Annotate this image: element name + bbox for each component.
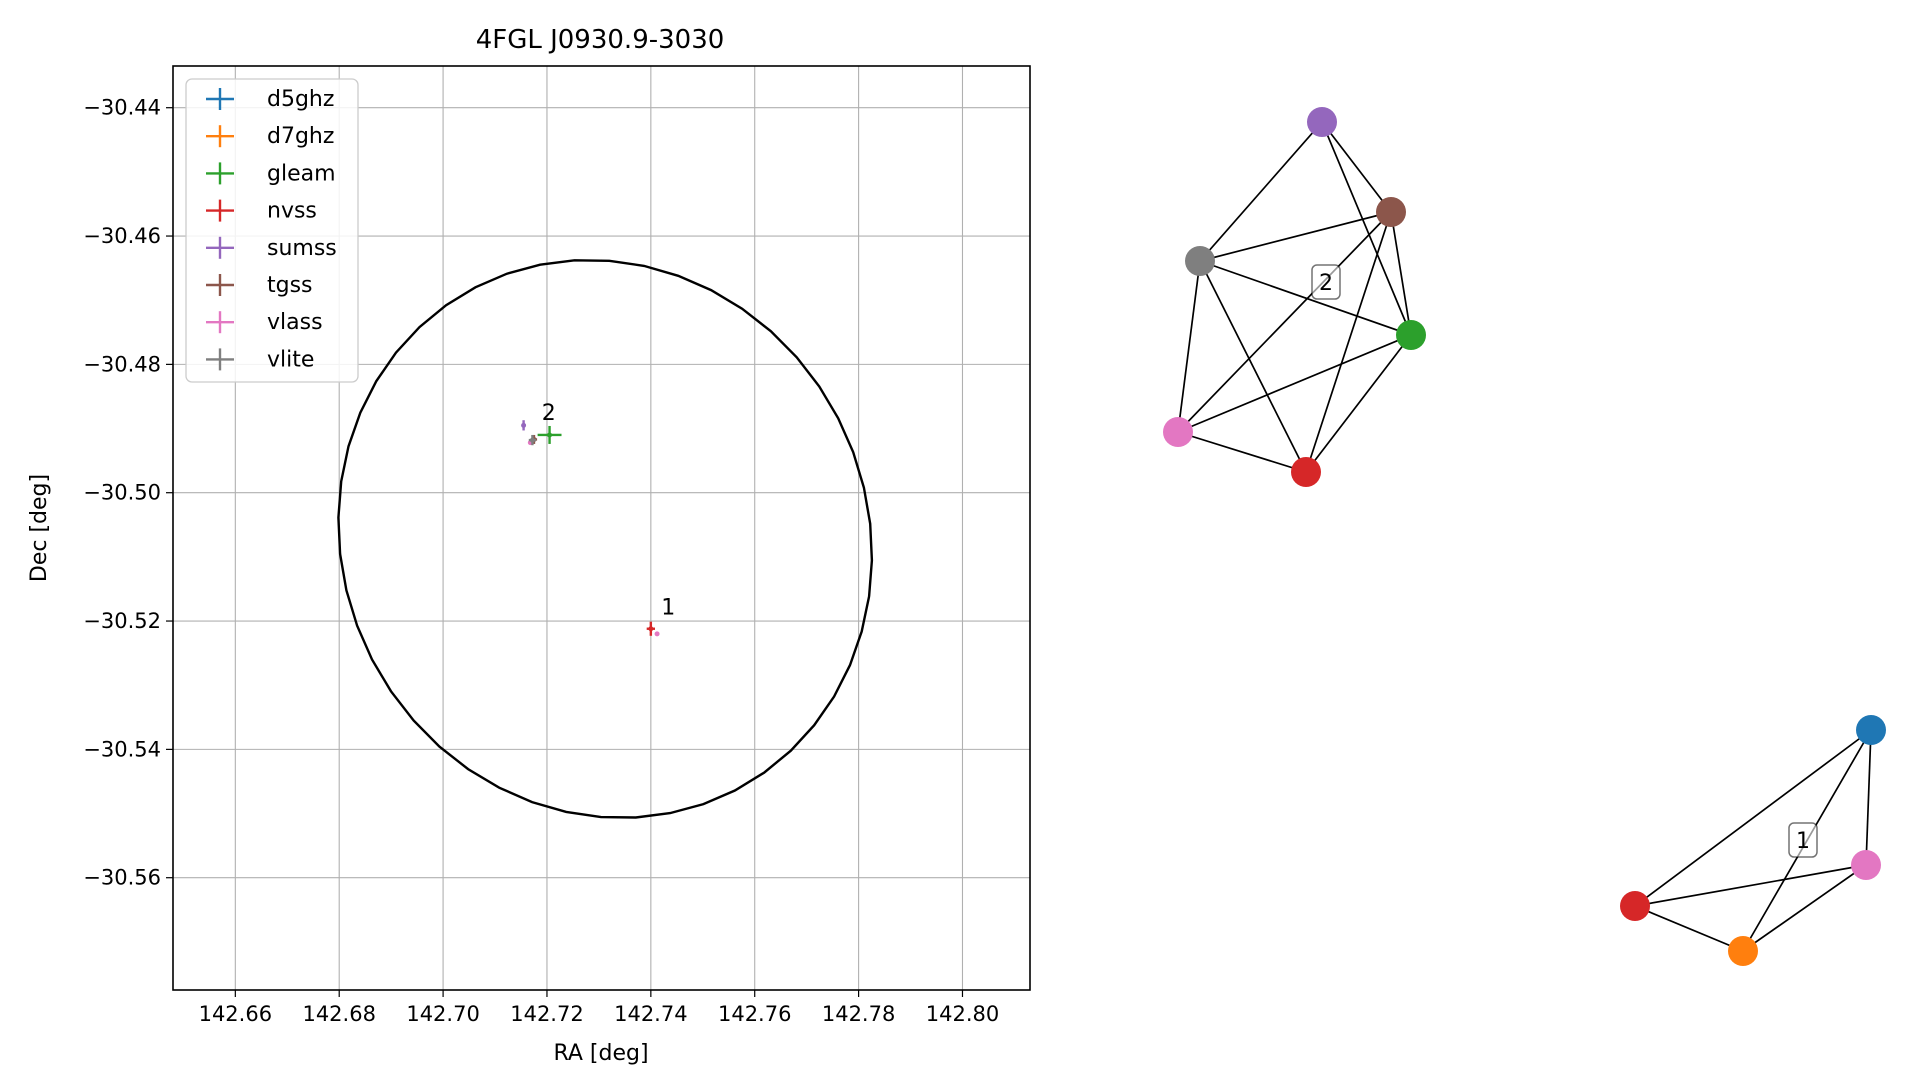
y-tick-label: −30.52 bbox=[83, 609, 161, 633]
cluster-label: 1 bbox=[1788, 822, 1818, 858]
point-annotation: 2 bbox=[542, 401, 556, 426]
legend-label: tgss bbox=[267, 273, 313, 298]
network-panel: 21 bbox=[1163, 107, 1886, 966]
cluster-label-text: 2 bbox=[1319, 271, 1333, 296]
network-nodes bbox=[1163, 107, 1886, 966]
ellipse-layer bbox=[337, 259, 874, 819]
network-edge bbox=[1199, 121, 1323, 262]
network-edge bbox=[1199, 260, 1412, 336]
x-tick-label: 142.80 bbox=[926, 1002, 999, 1026]
network-node-sumss bbox=[1307, 107, 1337, 137]
network-edge bbox=[1742, 864, 1867, 952]
network-edge bbox=[1177, 431, 1307, 473]
cluster-label-box bbox=[1788, 822, 1818, 858]
tick-layer: 142.66 142.68 142.70 142.72 142.74 142.76 142.… bbox=[83, 96, 999, 1026]
data-point-nvss bbox=[646, 621, 655, 636]
network-edge bbox=[1634, 864, 1867, 907]
x-tick-label: 142.66 bbox=[199, 1002, 272, 1026]
data-point-vlass bbox=[654, 631, 660, 637]
y-tick-label: −30.50 bbox=[83, 481, 161, 505]
localization-ellipse bbox=[337, 259, 874, 819]
legend-label: vlite bbox=[267, 347, 314, 372]
x-tick-label: 142.70 bbox=[406, 1002, 479, 1026]
network-edge bbox=[1321, 121, 1392, 213]
chart-title: 4FGL J0930.9-3030 bbox=[476, 25, 725, 55]
network-edge bbox=[1865, 729, 1872, 866]
y-tick-label: −30.48 bbox=[83, 352, 161, 376]
legend-item-d7ghz: d7ghz bbox=[206, 124, 334, 149]
y-tick-label: −30.54 bbox=[83, 737, 161, 761]
cluster-label: 2 bbox=[1311, 264, 1341, 300]
point-annotation: 1 bbox=[661, 596, 675, 621]
legend-label: d7ghz bbox=[267, 124, 334, 149]
y-axis-label: Dec [deg] bbox=[27, 474, 52, 582]
scatter-panel: 4FGL J0930.9-3030 21 142.66 142.68 142.70 1… bbox=[27, 25, 1031, 1066]
network-node-vlass bbox=[1163, 417, 1193, 447]
legend-label: sumss bbox=[267, 236, 337, 261]
plot-frame bbox=[172, 65, 1031, 991]
point-marker bbox=[529, 437, 535, 443]
network-node-nvss bbox=[1291, 457, 1321, 487]
legend-item-nvss: nvss bbox=[206, 199, 317, 224]
network-edge bbox=[1634, 729, 1872, 907]
data-point-sumss bbox=[521, 420, 527, 431]
network-node-d5ghz bbox=[1856, 715, 1886, 745]
network-edge bbox=[1199, 260, 1307, 473]
cluster-label-box bbox=[1311, 264, 1341, 300]
grid-layer bbox=[173, 66, 1030, 990]
network-edge bbox=[1177, 211, 1392, 433]
data-point-gleam bbox=[537, 425, 562, 444]
point-marker bbox=[648, 626, 654, 632]
network-labels: 21 bbox=[1311, 264, 1818, 858]
point-marker bbox=[547, 432, 553, 438]
network-edge bbox=[1199, 211, 1392, 262]
legend-label: vlass bbox=[267, 310, 323, 335]
network-node-vlite bbox=[1185, 246, 1215, 276]
network-node-d7ghz bbox=[1728, 936, 1758, 966]
legend-item-d5ghz: d5ghz bbox=[206, 87, 334, 112]
network-edge bbox=[1634, 905, 1744, 952]
y-tick-label: −30.56 bbox=[83, 866, 161, 890]
x-axis-label: RA [deg] bbox=[553, 1041, 648, 1066]
network-edge bbox=[1305, 211, 1392, 473]
legend-item-sumss: sumss bbox=[206, 236, 337, 261]
points-layer: 21 bbox=[521, 401, 675, 637]
x-tick-label: 142.78 bbox=[822, 1002, 895, 1026]
network-edge bbox=[1177, 260, 1201, 433]
cluster-label-text: 1 bbox=[1796, 829, 1810, 854]
network-edge bbox=[1305, 334, 1412, 473]
network-edge bbox=[1390, 211, 1412, 336]
point-marker bbox=[654, 631, 660, 637]
x-tick-label: 142.72 bbox=[510, 1002, 583, 1026]
network-node-gleam bbox=[1396, 320, 1426, 350]
x-tick-label: 142.76 bbox=[718, 1002, 791, 1026]
point-marker bbox=[521, 422, 527, 428]
legend-item-vlass: vlass bbox=[206, 310, 323, 335]
network-node-nvss bbox=[1620, 891, 1650, 921]
legend-item-gleam: gleam bbox=[206, 161, 336, 186]
legend-item-vlite: vlite bbox=[206, 347, 314, 372]
network-edge bbox=[1321, 121, 1412, 336]
y-tick-label: −30.44 bbox=[83, 96, 161, 120]
data-point-vlite bbox=[528, 434, 537, 446]
y-tick-label: −30.46 bbox=[83, 224, 161, 248]
legend-label: d5ghz bbox=[267, 87, 334, 112]
network-node-tgss bbox=[1376, 197, 1406, 227]
network-edge bbox=[1177, 334, 1412, 433]
x-tick-label: 142.68 bbox=[302, 1002, 375, 1026]
x-tick-label: 142.74 bbox=[614, 1002, 687, 1026]
legend-box bbox=[185, 78, 359, 383]
network-edges bbox=[1177, 121, 1872, 952]
legend-label: nvss bbox=[267, 199, 317, 224]
legend-item-tgss: tgss bbox=[206, 273, 313, 298]
legend-label: gleam bbox=[267, 161, 336, 186]
legend: d5ghz d7ghz gleam nvss sumss tgss vlass vlite bbox=[185, 78, 359, 383]
network-node-vlass bbox=[1851, 850, 1881, 880]
